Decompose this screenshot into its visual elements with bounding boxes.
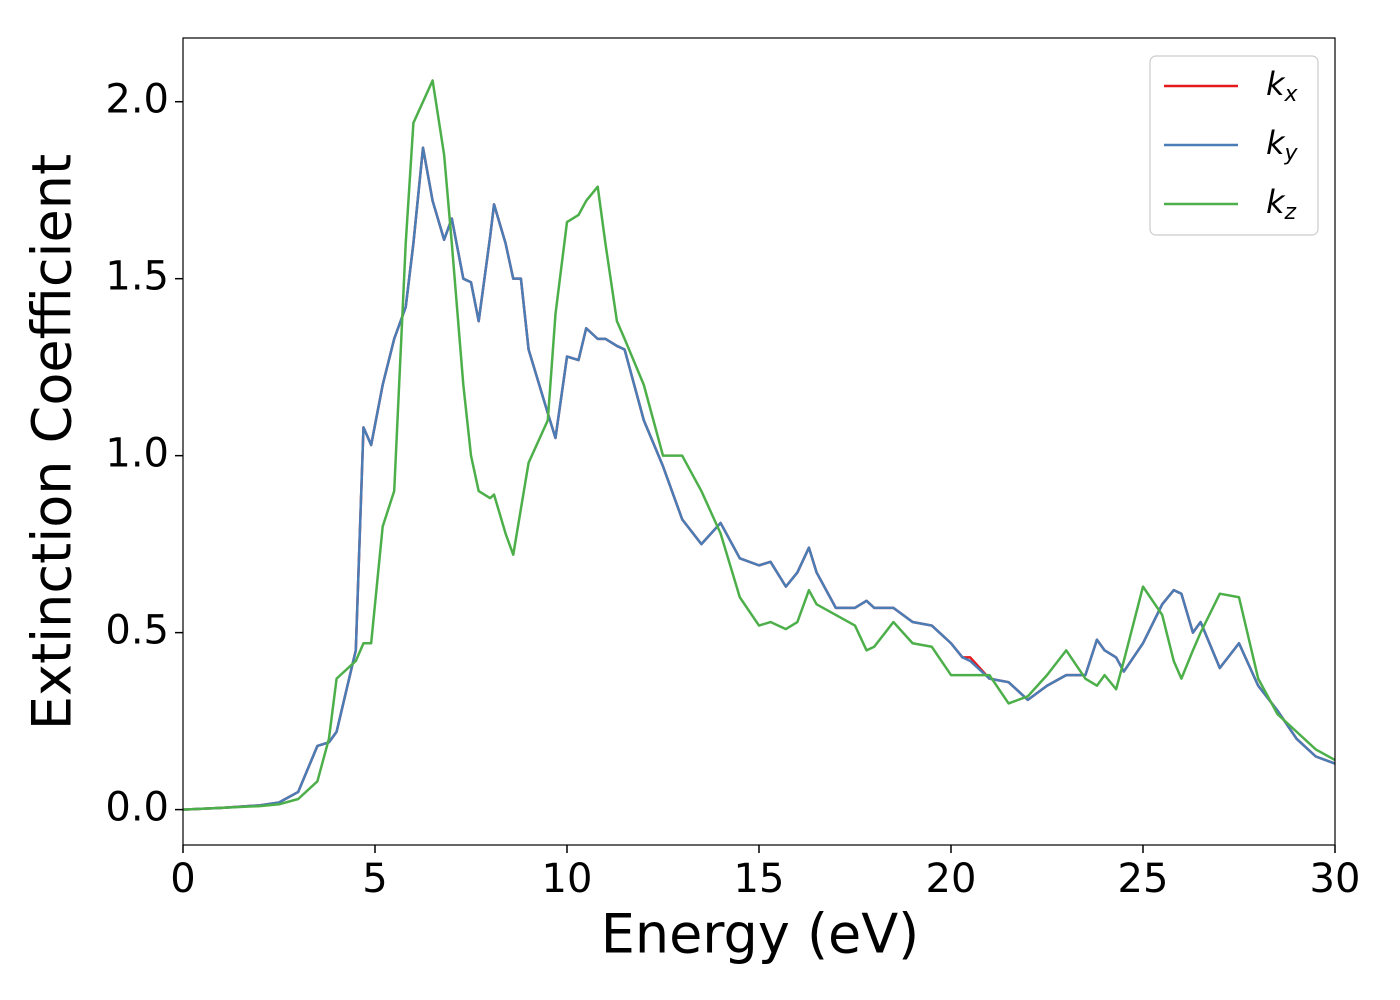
- x-axis-label: Energy (eV): [601, 903, 920, 966]
- y-tick-label: 1.5: [105, 254, 169, 300]
- y-tick-label: 0.0: [105, 785, 169, 831]
- plot-frame: [182, 37, 1336, 846]
- y-tick-label: 1.0: [105, 431, 169, 477]
- y-tick-label: 2.0: [105, 77, 169, 123]
- x-tick-label: 30: [1310, 856, 1361, 902]
- x-tick-label: 5: [362, 856, 387, 902]
- x-tick-label: 15: [734, 856, 785, 902]
- x-tick-label: 25: [1118, 856, 1169, 902]
- legend-label: kx: [1266, 65, 1299, 107]
- x-tick-label: 10: [542, 856, 593, 902]
- y-axis-label: Extinction Coefficient: [21, 154, 84, 730]
- x-tick-label: 0: [170, 856, 195, 902]
- line-series: [183, 146, 1335, 811]
- line-series: [183, 79, 1335, 811]
- legend-label: kz: [1266, 183, 1297, 225]
- y-tick-label: 0.5: [105, 608, 169, 654]
- line-series: [183, 146, 1335, 811]
- legend-label: ky: [1266, 124, 1299, 166]
- x-tick-label: 20: [926, 856, 977, 902]
